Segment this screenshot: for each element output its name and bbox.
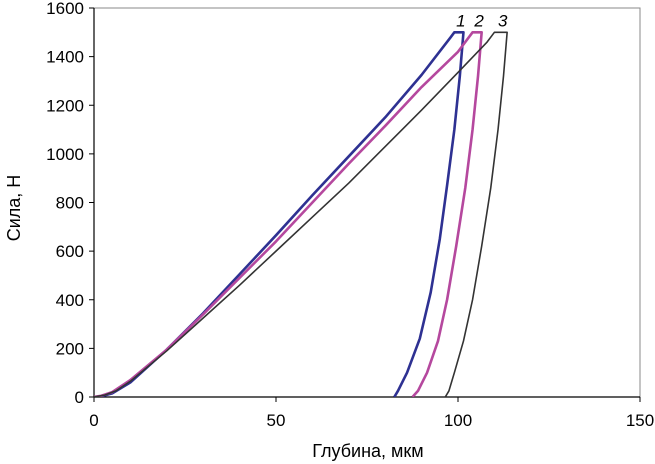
y-tick-label: 200 xyxy=(56,339,84,358)
x-tick-label: 100 xyxy=(444,411,472,430)
y-axis-title: Сила, Н xyxy=(4,175,24,242)
series-2-label: 2 xyxy=(473,11,484,30)
y-tick-label: 1200 xyxy=(46,96,84,115)
series-1-label: 1 xyxy=(456,11,465,30)
x-axis-title: Глубина, мкм xyxy=(312,441,423,461)
series-3-label: 3 xyxy=(498,11,508,30)
series-2-line xyxy=(94,31,483,397)
y-tick-label: 1000 xyxy=(46,145,84,164)
x-tick-label: 50 xyxy=(267,411,286,430)
y-tick-label: 1600 xyxy=(46,0,84,18)
y-tick-label: 600 xyxy=(56,242,84,261)
y-tick-label: 0 xyxy=(75,388,84,407)
y-tick-label: 1400 xyxy=(46,48,84,67)
series-3-line xyxy=(94,31,508,397)
series-1-line xyxy=(94,31,465,397)
y-tick-label: 400 xyxy=(56,291,84,310)
x-tick-label: 0 xyxy=(89,411,98,430)
y-tick-label: 800 xyxy=(56,194,84,213)
x-tick-label: 150 xyxy=(626,411,654,430)
